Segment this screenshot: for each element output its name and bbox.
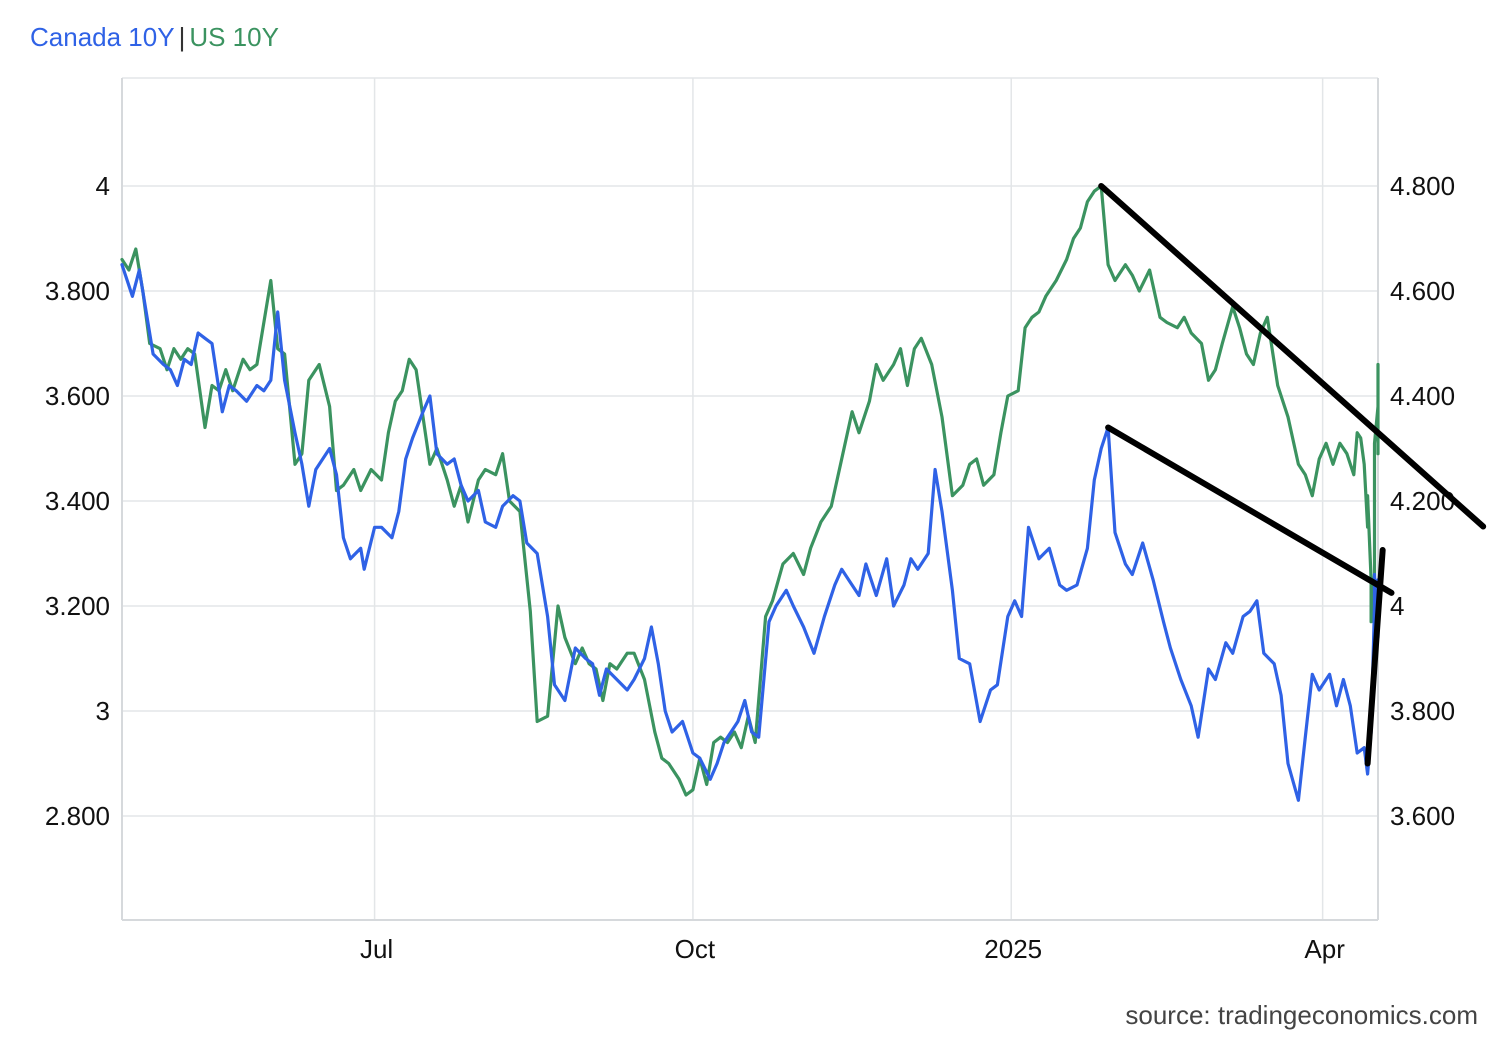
x-tick-label: 2025 <box>984 934 1042 964</box>
series-line-us-10y <box>120 184 1380 797</box>
x-tick-label: Oct <box>675 934 716 964</box>
axes <box>121 78 1379 921</box>
grid <box>122 77 1378 920</box>
trendline <box>1105 424 1395 596</box>
chart-legend: Canada 10Y | US 10Y <box>30 22 279 53</box>
series <box>120 184 1380 802</box>
tick-labels: 4 3.800 3.600 3.400 3.200 3 2.800 4.800 4.600 4.4… <box>45 171 1455 964</box>
y-right-tick-label: 4.400 <box>1390 381 1455 411</box>
trendline <box>1364 547 1386 767</box>
y-right-tick-label: 3.600 <box>1390 801 1455 831</box>
x-tick-label: Apr <box>1304 934 1345 964</box>
legend-us-10y[interactable]: US 10Y <box>189 22 279 52</box>
x-tick-label: Jul <box>360 934 393 964</box>
source-credit: source: tradingeconomics.com <box>1125 1000 1478 1030</box>
y-left-tick-label: 2.800 <box>45 801 110 831</box>
trendline <box>1098 183 1487 530</box>
y-left-tick-label: 3.600 <box>45 381 110 411</box>
y-right-tick-label: 4.600 <box>1390 276 1455 306</box>
legend-canada-10y[interactable]: Canada 10Y <box>30 22 175 52</box>
y-left-tick-label: 3 <box>96 696 110 726</box>
series-line-canada-10y <box>120 263 1380 802</box>
y-left-tick-label: 3.800 <box>45 276 110 306</box>
y-left-tick-label: 3.200 <box>45 591 110 621</box>
y-right-tick-label: 4 <box>1390 591 1404 621</box>
trendlines <box>1098 183 1487 767</box>
y-right-tick-label: 3.800 <box>1390 696 1455 726</box>
y-left-tick-label: 4 <box>96 171 110 201</box>
y-left-tick-label: 3.400 <box>45 486 110 516</box>
y-right-tick-label: 4.800 <box>1390 171 1455 201</box>
legend-separator: | <box>178 22 186 52</box>
